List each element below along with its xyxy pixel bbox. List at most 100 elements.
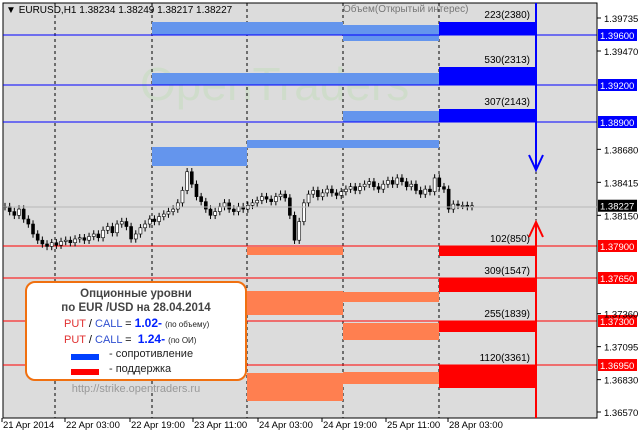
resistance-history-bar	[152, 22, 247, 35]
candle-body	[190, 171, 194, 185]
candle-body	[63, 239, 68, 242]
candle-body	[446, 188, 451, 210]
candle-body	[325, 188, 330, 194]
candle-body	[339, 191, 344, 196]
resistance-history-bar	[343, 111, 439, 122]
support-arrow	[528, 219, 544, 418]
candle-body	[386, 180, 390, 185]
candle-body	[157, 216, 161, 222]
candle-body	[35, 233, 40, 241]
candle-body	[255, 200, 259, 204]
candle-body	[124, 221, 129, 227]
support-history-bar	[343, 323, 439, 340]
candle-body	[423, 188, 428, 195]
candle-body	[110, 226, 115, 234]
candle-body	[143, 223, 147, 229]
candle-body	[372, 181, 376, 187]
support-volume-label: 255(1839)	[484, 309, 530, 320]
resistance-volume-label: 307(2143)	[484, 97, 530, 108]
price-tag: 1.37650	[600, 274, 634, 285]
candle-body	[161, 213, 166, 217]
candle-body	[390, 180, 395, 185]
candle-body	[49, 242, 54, 247]
support-current-bar	[439, 321, 536, 332]
resistance-history-bar	[152, 73, 439, 85]
candle-body	[105, 226, 110, 231]
y-tick-label: 1.36830	[604, 376, 638, 387]
candle-body	[227, 202, 231, 210]
candle-body	[311, 190, 316, 195]
candle-body	[185, 171, 189, 191]
resistance-volume-label: 530(2313)	[484, 55, 530, 66]
candle-body	[409, 183, 414, 187]
candle-body	[320, 192, 325, 197]
current-price-tag: 1.38227	[600, 202, 634, 213]
support-history-bar	[343, 292, 439, 302]
price-tag: 1.38900	[600, 118, 634, 129]
candle-body	[316, 190, 320, 197]
source-url[interactable]: http://strike.opentraders.ru	[71, 383, 201, 395]
candle-body	[31, 223, 35, 235]
candle-body	[232, 208, 236, 212]
resistance-current-bar	[439, 109, 536, 122]
candle-body	[460, 205, 465, 207]
candle-body	[175, 202, 180, 210]
y-tick-label: 1.39735	[604, 14, 638, 25]
candle-body	[222, 202, 227, 207]
y-tick-label: 1.38680	[604, 145, 638, 156]
candle-body	[358, 186, 362, 191]
y-tick-label: 1.38150	[604, 211, 638, 222]
candle-body	[21, 208, 26, 220]
candle-body	[204, 201, 208, 210]
x-tick-label: 25 Apr 11:00	[387, 420, 440, 431]
candle-body	[442, 186, 446, 190]
x-tick-label: 22 Apr 19:00	[131, 420, 185, 431]
candle-body	[334, 192, 339, 196]
y-tick-label: 1.37095	[604, 343, 638, 354]
candle-body	[17, 208, 21, 216]
candle-body	[166, 211, 171, 215]
candle-body	[348, 186, 353, 190]
candle-body	[147, 218, 152, 225]
resistance-history-bar	[247, 22, 343, 35]
y-tick-label: 1.37360	[604, 310, 638, 321]
candle-body	[82, 237, 87, 241]
candle-body	[96, 233, 101, 239]
candle-body	[414, 183, 418, 191]
x-tick-label: 24 Apr 19:00	[323, 420, 377, 431]
candle-body	[465, 205, 470, 207]
candle-body	[59, 241, 63, 246]
candle-body	[428, 188, 432, 192]
candle-body	[73, 238, 77, 244]
candle-body	[26, 218, 31, 225]
support-volume-label: 102(850)	[490, 234, 530, 245]
candle-body	[208, 208, 213, 216]
candle-body	[381, 183, 386, 190]
candle-body	[367, 181, 372, 185]
price-tag-bg	[598, 359, 637, 371]
y-tick-label: 1.36570	[604, 408, 638, 419]
resistance-volume-label: 223(2380)	[484, 10, 530, 21]
support-current-bar	[439, 246, 536, 256]
resistance-history-bar	[152, 147, 247, 166]
candle-body	[180, 190, 185, 204]
candle-body	[418, 190, 423, 195]
support-history-bar	[247, 247, 343, 255]
price-tag: 1.39200	[600, 81, 634, 92]
candle-body	[274, 196, 278, 202]
support-history-bar	[343, 372, 439, 384]
support-current-bar	[439, 365, 536, 388]
candle-body	[68, 239, 73, 244]
support-volume-label: 309(1547)	[484, 266, 530, 277]
candle-body	[152, 218, 157, 222]
support-current-bar	[439, 278, 536, 292]
price-tag-bg	[598, 79, 637, 91]
candle-body	[395, 177, 400, 185]
price-tag-bg	[598, 315, 637, 327]
price-tag: 1.37300	[600, 317, 634, 328]
candle-body	[456, 203, 460, 206]
resistance-history-bar	[247, 140, 439, 148]
candle-body	[353, 186, 358, 191]
candle-body	[45, 243, 49, 247]
